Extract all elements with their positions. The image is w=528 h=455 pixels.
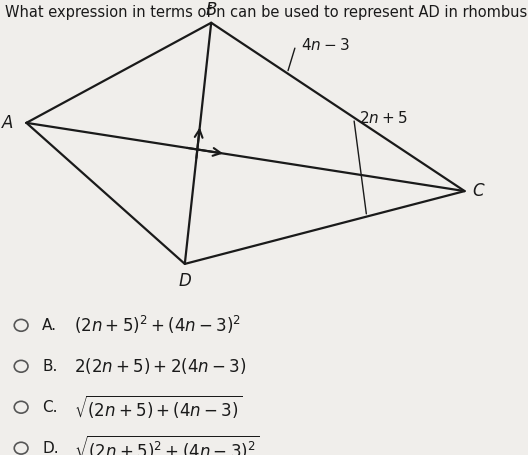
- Text: $(2n + 5)^2 + (4n - 3)^2$: $(2n + 5)^2 + (4n - 3)^2$: [74, 314, 241, 336]
- Text: $2n+5$: $2n+5$: [359, 110, 408, 126]
- Text: $4n-3$: $4n-3$: [301, 37, 350, 54]
- Text: A.: A.: [42, 318, 57, 333]
- Text: C.: C.: [42, 400, 58, 415]
- Text: B.: B.: [42, 359, 58, 374]
- Text: C: C: [472, 182, 484, 200]
- Text: A: A: [2, 114, 14, 132]
- Text: D.: D.: [42, 441, 59, 455]
- Text: $\sqrt{(2n + 5)^2 + (4n - 3)^2}$: $\sqrt{(2n + 5)^2 + (4n - 3)^2}$: [74, 434, 259, 455]
- Text: $\sqrt{(2n + 5) + (4n - 3)}$: $\sqrt{(2n + 5) + (4n - 3)}$: [74, 394, 242, 421]
- Text: $2(2n + 5) + 2(4n - 3)$: $2(2n + 5) + 2(4n - 3)$: [74, 356, 246, 376]
- Text: D: D: [178, 272, 191, 290]
- Text: B: B: [205, 1, 217, 19]
- Text: What expression in terms of n can be used to represent AD in rhombus ABCD?: What expression in terms of n can be use…: [5, 5, 528, 20]
